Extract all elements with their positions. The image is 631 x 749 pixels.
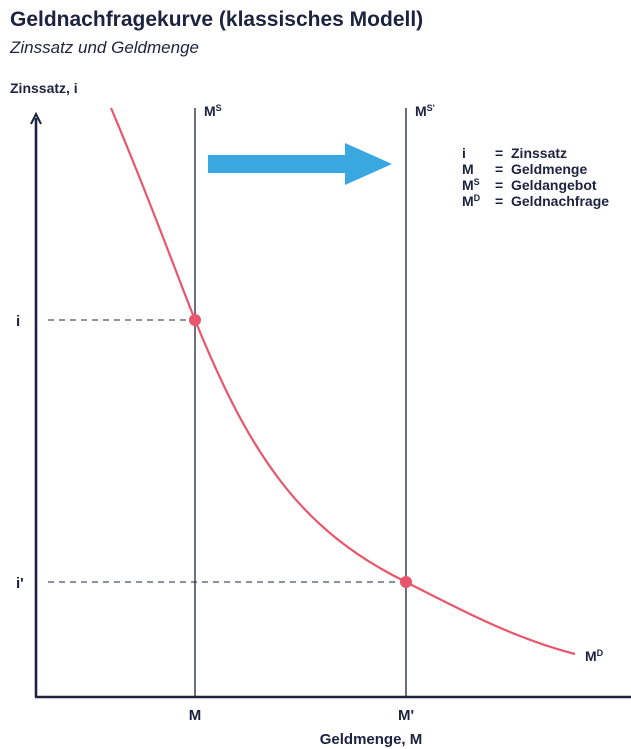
legend-row: MD = Geldnachfrage — [462, 193, 609, 209]
svg-text:Geldmenge: Geldmenge — [511, 161, 587, 177]
legend-row: i = Zinssatz — [462, 145, 567, 161]
legend-row: M = Geldmenge — [462, 161, 587, 177]
svg-text:=: = — [495, 177, 503, 193]
svg-text:Geldnachfrage: Geldnachfrage — [511, 193, 609, 209]
svg-text:Zinssatz: Zinssatz — [511, 145, 567, 161]
svg-text:MS: MS — [462, 177, 480, 193]
svg-text:=: = — [495, 145, 503, 161]
y-tick-i: i — [16, 313, 20, 330]
shift-right-arrow — [208, 143, 392, 185]
y-axis-arrowhead — [30, 111, 42, 125]
supply-label-ms-prime: MS' — [415, 103, 435, 119]
chart-subtitle: Zinssatz und Geldmenge — [10, 38, 199, 57]
chart-title: Geldnachfragekurve (klassisches Modell) — [10, 8, 424, 31]
legend-row: MS = Geldangebot — [462, 177, 597, 193]
x-axis-label: Geldmenge, M — [320, 731, 423, 748]
y-tick-i-prime: i' — [16, 575, 24, 592]
y-axis-label: Zinssatz, i — [10, 80, 78, 96]
legend: i = Zinssatz M = Geldmenge MS = Geldange… — [462, 145, 609, 209]
supply-label-ms: MS — [204, 103, 222, 119]
equilibrium-point-1 — [189, 314, 201, 326]
svg-text:i: i — [462, 145, 466, 161]
demand-label-md: MD — [585, 648, 604, 664]
x-tick-m: M — [189, 707, 202, 724]
svg-text:MD: MD — [462, 193, 481, 209]
svg-text:M: M — [462, 161, 474, 177]
svg-text:=: = — [495, 161, 503, 177]
equilibrium-point-2 — [400, 576, 412, 588]
x-tick-m-prime: M' — [398, 707, 414, 724]
demand-curve — [109, 107, 576, 656]
svg-text:=: = — [495, 193, 503, 209]
svg-text:Geldangebot: Geldangebot — [511, 177, 597, 193]
